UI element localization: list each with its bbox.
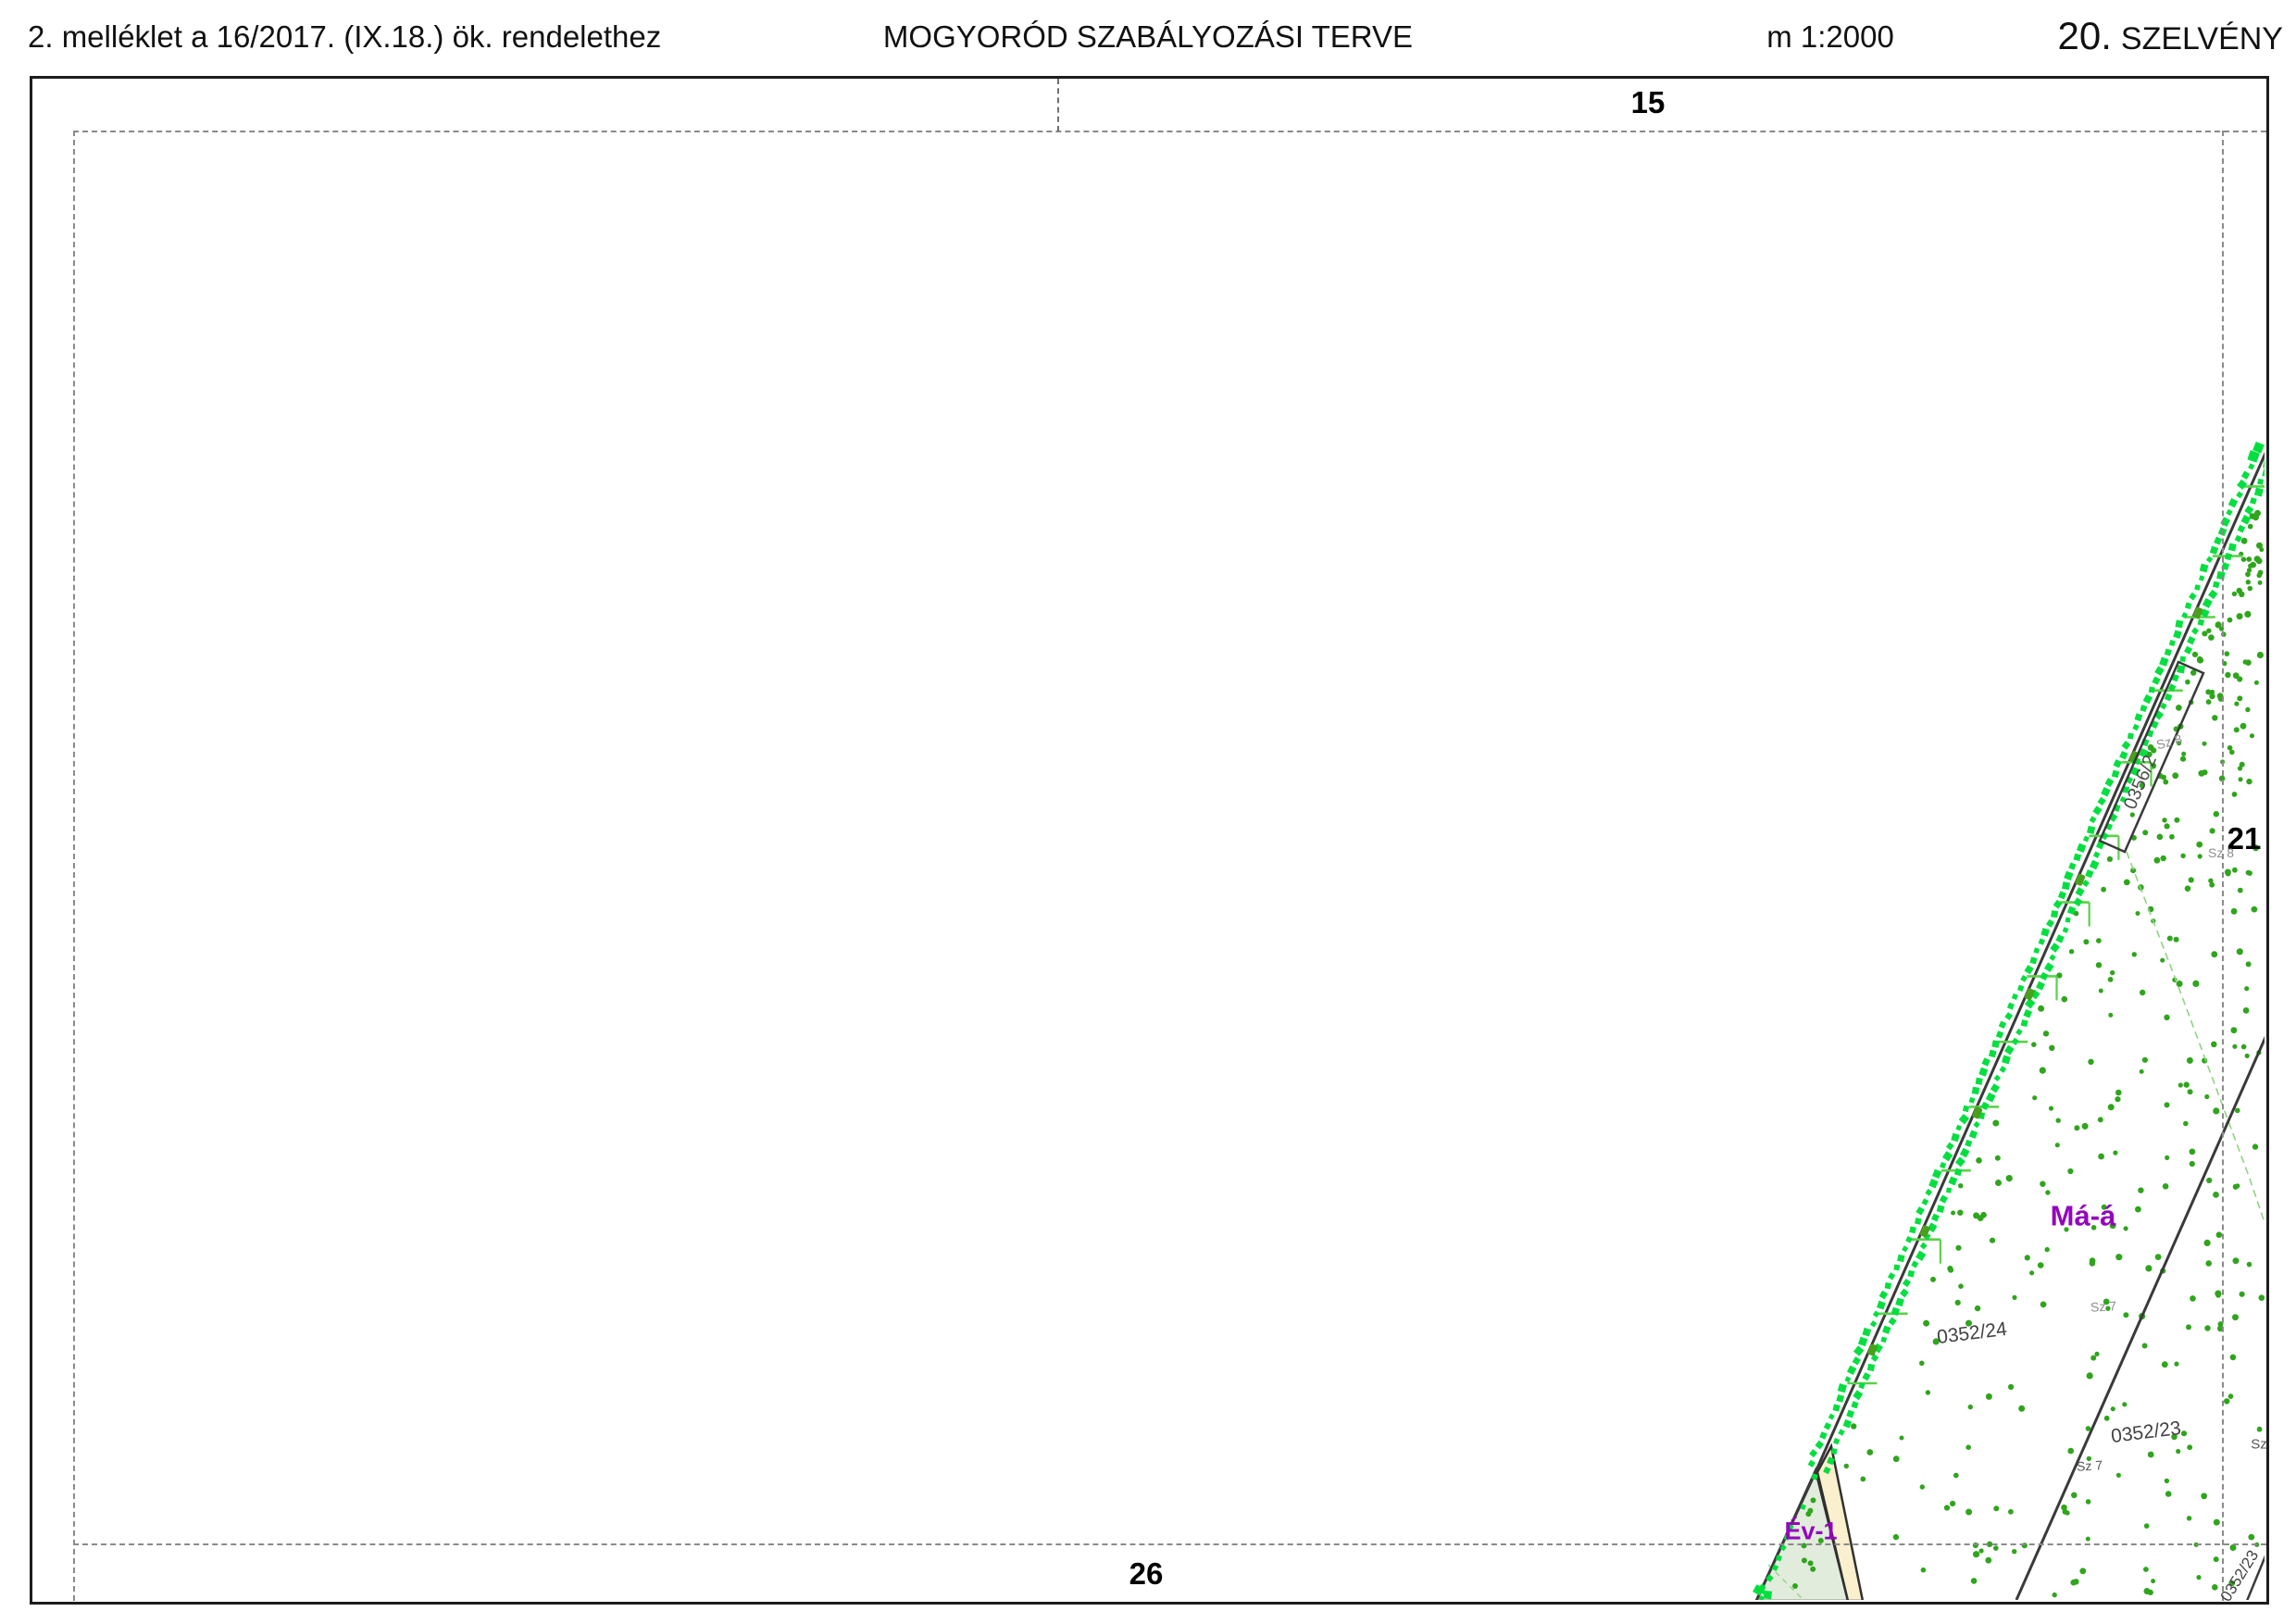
sheet-boundary-dashed-top (73, 131, 2266, 132)
parcel-label-0352-23: 0352/23 (2109, 1417, 2183, 1448)
road-label-sz7-upper: Sz 7 (2090, 1298, 2117, 1315)
sheet-grid-tick (1057, 79, 1059, 131)
parcel-label-0352-23-corner: 0352/23 (2216, 1546, 2263, 1605)
sheet-boundary-dashed-bottom (73, 1543, 2266, 1545)
attachment-reference-label: 2. melléklet a 16/2017. (IX.18.) ök. ren… (28, 19, 662, 54)
zone-label-ev-1: Év-1 (1784, 1517, 1838, 1545)
plan-title: MOGYORÓD SZABÁLYOZÁSI TERVE (882, 19, 1414, 54)
map-scale-label: m 1:2000 (1766, 19, 1894, 54)
zone-label-ma-a: Má-á (2050, 1199, 2116, 1232)
neighbor-sheet-right: 21 (2227, 821, 2262, 856)
parcel-label-0352-24: 0352/24 (1935, 1318, 2009, 1349)
sheet-number: 20. (2057, 14, 2112, 57)
road-label-sz7-lower: Sz 7 (2076, 1457, 2103, 1474)
sheet-boundary-dashed-right (2222, 131, 2224, 1601)
parcel-label-0356-2: 0356/2 (2119, 752, 2162, 813)
map-frame (30, 76, 2269, 1605)
neighbor-sheet-top: 15 (1630, 85, 1666, 119)
neighbor-sheet-bottom: 26 (1129, 1556, 1164, 1591)
sheet-designation: 20. SZELVÉNY (2058, 13, 2284, 59)
road-label-sz-edge: Sz (2251, 1436, 2267, 1453)
road-label-sz8-lower: Sz 8 (2207, 845, 2235, 860)
road-label-sz8-upper: Sz 8 (2154, 731, 2184, 753)
sheet-boundary-dashed-left (73, 131, 75, 1601)
sheet-word: SZELVÉNY (2120, 21, 2283, 56)
